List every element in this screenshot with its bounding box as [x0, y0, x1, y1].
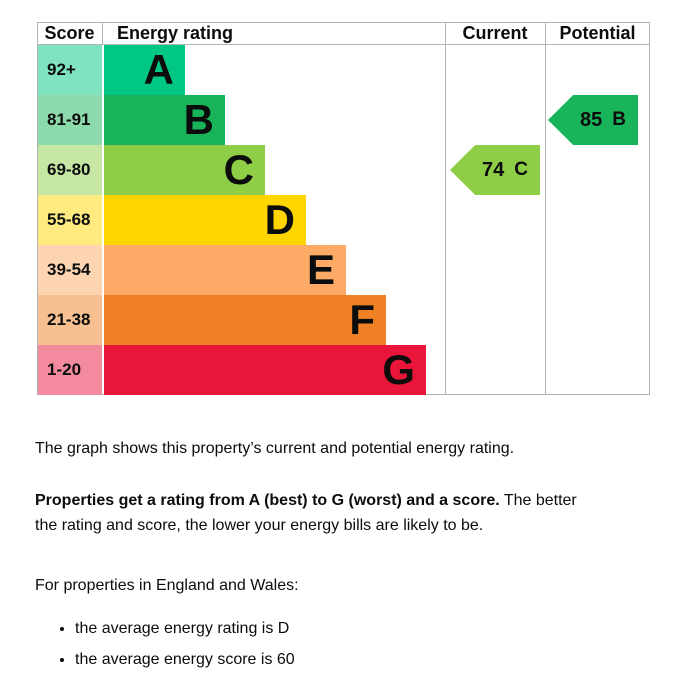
band-score-range: 55-68: [38, 195, 102, 245]
current-column-divider: [445, 22, 446, 395]
chart-header-divider: [37, 44, 650, 45]
region-text: For properties in England and Wales:: [35, 577, 299, 594]
current-rating-marker: 74 C: [450, 145, 540, 195]
chart-right-border: [649, 22, 650, 395]
band-score-range: 69-80: [38, 145, 102, 195]
potential-score-value: 85: [580, 108, 603, 131]
chart-header-row: Score Energy rating Current Potential: [37, 23, 650, 44]
band-row-a: 92+ A: [38, 45, 426, 95]
chart-left-border: [37, 22, 38, 395]
energy-rating-chart: Score Energy rating Current Potential 92…: [37, 22, 650, 395]
current-rating-letter: C: [514, 159, 528, 180]
rating-bands: 92+ A 81-91 B 69-80 C 55-68 D 39-54 E 21-38 F 1-20 G: [38, 45, 426, 395]
band-row-f: 21-38 F: [38, 295, 426, 345]
list-item-average-score: the average energy score is 60: [75, 647, 655, 672]
potential-column-divider: [545, 22, 546, 395]
potential-rating-marker: 85 B: [548, 95, 638, 145]
score-column-header: Score: [44, 23, 95, 43]
intro-text: The graph shows this property’s current …: [35, 440, 515, 457]
band-row-e: 39-54 E: [38, 245, 426, 295]
potential-column-header: Potential: [559, 23, 636, 43]
current-score-value: 74: [482, 158, 505, 181]
averages-list: the average energy rating is D the avera…: [35, 616, 655, 672]
band-bar-letter: E: [104, 245, 346, 295]
current-column-header: Current: [462, 23, 528, 43]
rating-explanation-rest-line1: The better: [499, 492, 577, 509]
band-row-g: 1-20 G: [38, 345, 426, 395]
band-score-range: 39-54: [38, 245, 102, 295]
band-score-range: 21-38: [38, 295, 102, 345]
rating-explanation: Properties get a rating from A (best) to…: [35, 488, 655, 538]
band-score-range: 81-91: [38, 95, 102, 145]
rating-explanation-bold: Properties get a rating from A (best) to…: [35, 492, 500, 509]
band-bar-letter: A: [104, 45, 185, 95]
energy-rating-column-header: Energy rating: [117, 23, 234, 43]
band-row-d: 55-68 D: [38, 195, 426, 245]
chart-top-border: [37, 22, 650, 23]
band-row-b: 81-91 B: [38, 95, 426, 145]
band-bar-letter: G: [104, 345, 426, 395]
score-column-divider: [102, 22, 103, 44]
band-bar-letter: D: [104, 195, 306, 245]
band-bar-letter: B: [104, 95, 225, 145]
band-bar-letter: C: [104, 145, 265, 195]
band-score-range: 92+: [38, 45, 102, 95]
band-bar-letter: F: [104, 295, 386, 345]
chart-description: The graph shows this property’s current …: [35, 436, 655, 678]
rating-explanation-rest-line2: the rating and score, the lower your ene…: [35, 517, 484, 534]
band-row-c: 69-80 C: [38, 145, 426, 195]
list-item-average-rating: the average energy rating is D: [75, 616, 655, 641]
band-score-range: 1-20: [38, 345, 102, 395]
potential-rating-letter: B: [612, 109, 626, 130]
